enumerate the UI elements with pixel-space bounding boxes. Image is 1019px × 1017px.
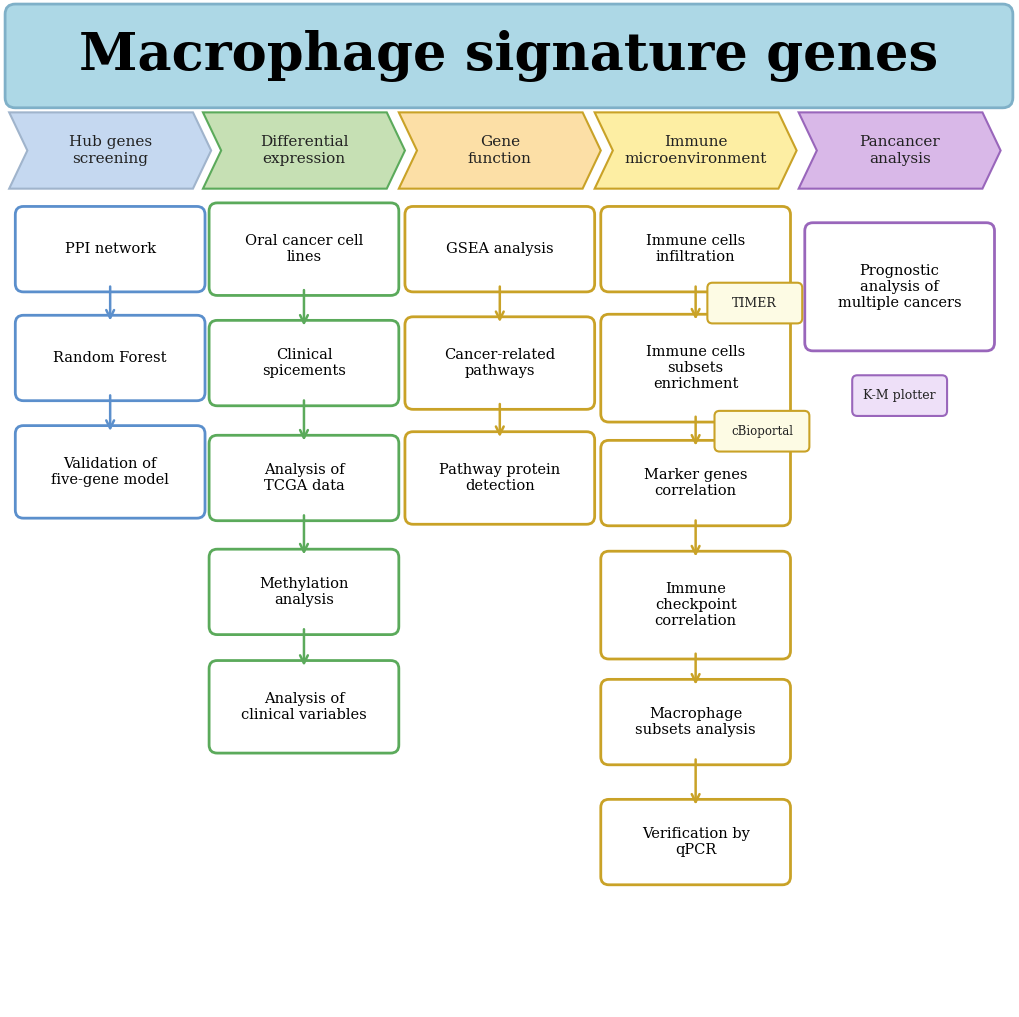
Text: Differential
expression: Differential expression (260, 135, 347, 166)
Text: Immune
microenvironment: Immune microenvironment (624, 135, 766, 166)
FancyBboxPatch shape (5, 4, 1012, 108)
FancyBboxPatch shape (600, 440, 790, 526)
Text: cBioportal: cBioportal (731, 425, 792, 437)
Text: Immune cells
infiltration: Immune cells infiltration (645, 234, 745, 264)
Text: GSEA analysis: GSEA analysis (445, 242, 553, 256)
Text: Gene
function: Gene function (468, 135, 531, 166)
FancyBboxPatch shape (405, 431, 594, 525)
FancyBboxPatch shape (714, 411, 809, 452)
Polygon shape (798, 112, 1000, 189)
FancyBboxPatch shape (600, 799, 790, 885)
FancyBboxPatch shape (600, 551, 790, 659)
Polygon shape (594, 112, 796, 189)
Text: Validation of
five-gene model: Validation of five-gene model (51, 457, 169, 487)
Text: Oral cancer cell
lines: Oral cancer cell lines (245, 234, 363, 264)
Text: PPI network: PPI network (64, 242, 156, 256)
Text: Prognostic
analysis of
multiple cancers: Prognostic analysis of multiple cancers (837, 263, 961, 310)
Polygon shape (398, 112, 600, 189)
FancyBboxPatch shape (600, 314, 790, 422)
FancyBboxPatch shape (804, 223, 994, 351)
FancyBboxPatch shape (15, 315, 205, 401)
FancyBboxPatch shape (209, 661, 398, 753)
Text: TIMER: TIMER (732, 297, 776, 309)
FancyBboxPatch shape (15, 206, 205, 292)
FancyBboxPatch shape (852, 375, 947, 416)
Text: Verification by
qPCR: Verification by qPCR (641, 827, 749, 857)
Text: Hub genes
screening: Hub genes screening (68, 135, 152, 166)
Text: Macrophage
subsets analysis: Macrophage subsets analysis (635, 707, 755, 737)
FancyBboxPatch shape (209, 435, 398, 521)
Text: Immune cells
subsets
enrichment: Immune cells subsets enrichment (645, 345, 745, 392)
Text: Clinical
spicements: Clinical spicements (262, 348, 345, 378)
FancyBboxPatch shape (600, 679, 790, 765)
Text: Analysis of
clinical variables: Analysis of clinical variables (240, 692, 367, 722)
Text: Analysis of
TCGA data: Analysis of TCGA data (263, 463, 344, 493)
Text: Pancancer
analysis: Pancancer analysis (858, 135, 940, 166)
FancyBboxPatch shape (209, 203, 398, 295)
Text: Methylation
analysis: Methylation analysis (259, 577, 348, 607)
Text: Immune
checkpoint
correlation: Immune checkpoint correlation (654, 582, 736, 629)
FancyBboxPatch shape (209, 320, 398, 406)
Text: Macrophage signature genes: Macrophage signature genes (79, 29, 937, 82)
Text: Pathway protein
detection: Pathway protein detection (439, 463, 559, 493)
FancyBboxPatch shape (209, 549, 398, 635)
FancyBboxPatch shape (600, 206, 790, 292)
Text: Cancer-related
pathways: Cancer-related pathways (444, 348, 554, 378)
FancyBboxPatch shape (405, 206, 594, 292)
Polygon shape (9, 112, 211, 189)
Text: Random Forest: Random Forest (53, 351, 167, 365)
Polygon shape (203, 112, 405, 189)
Text: K-M plotter: K-M plotter (862, 390, 935, 402)
FancyBboxPatch shape (15, 425, 205, 518)
FancyBboxPatch shape (405, 316, 594, 409)
Text: Marker genes
correlation: Marker genes correlation (643, 468, 747, 498)
FancyBboxPatch shape (707, 283, 802, 323)
